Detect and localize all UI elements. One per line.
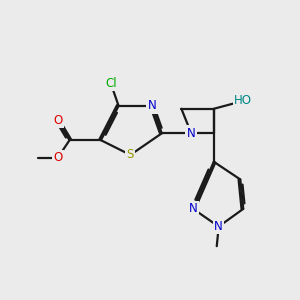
- Text: N: N: [148, 99, 156, 112]
- Text: HO: HO: [234, 94, 252, 107]
- Text: Cl: Cl: [105, 77, 117, 90]
- Text: O: O: [53, 114, 62, 127]
- Text: S: S: [127, 148, 134, 161]
- Text: N: N: [189, 202, 198, 215]
- Text: N: N: [187, 127, 196, 140]
- Text: N: N: [214, 220, 223, 233]
- Text: O: O: [53, 152, 62, 164]
